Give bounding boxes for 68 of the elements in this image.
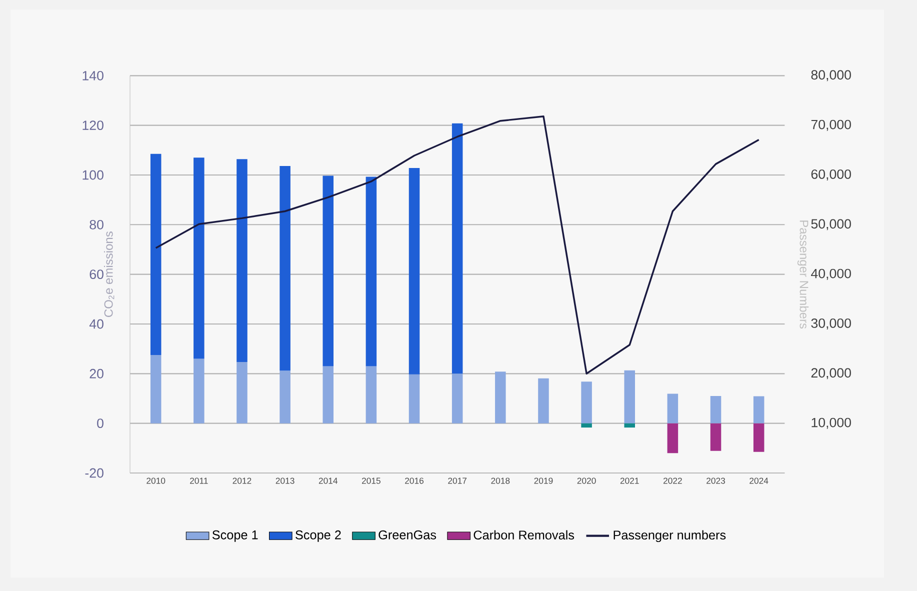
y-tick-label: 80 bbox=[90, 220, 104, 230]
x-tick-label: 2020 bbox=[577, 478, 596, 484]
bar bbox=[452, 374, 463, 424]
y2-tick-label: 80,000 bbox=[811, 70, 851, 82]
y2-tick-label: 50,000 bbox=[811, 219, 851, 230]
bar bbox=[581, 423, 592, 428]
x-tick-label: 2016 bbox=[405, 478, 424, 484]
y-tick-label: 100 bbox=[82, 170, 104, 180]
legend-label: GreenGas bbox=[378, 530, 436, 540]
bar bbox=[624, 423, 635, 428]
bar bbox=[624, 370, 635, 424]
x-tick-label: 2010 bbox=[146, 478, 166, 484]
x-tick-label: 2019 bbox=[534, 478, 553, 484]
bar bbox=[236, 362, 248, 424]
line-series bbox=[154, 116, 760, 375]
bar bbox=[581, 382, 592, 424]
x-tick-label: 2023 bbox=[706, 478, 726, 484]
bar bbox=[280, 370, 290, 424]
y2-tick-label: 30,000 bbox=[811, 318, 851, 330]
bar bbox=[322, 366, 334, 424]
bar bbox=[753, 423, 764, 452]
y-tick-label: 20 bbox=[90, 368, 104, 378]
bar bbox=[495, 372, 506, 424]
y-tick-label: 40 bbox=[89, 319, 104, 329]
bar bbox=[753, 396, 764, 424]
y-tick-label: 60 bbox=[90, 270, 104, 280]
bar bbox=[408, 168, 420, 374]
x-tick-label: 2017 bbox=[448, 478, 467, 484]
bar bbox=[194, 358, 204, 424]
bar bbox=[710, 423, 722, 451]
x-tick-label: 2013 bbox=[276, 478, 294, 484]
bar bbox=[366, 366, 377, 424]
x-tick-label: 2018 bbox=[491, 478, 510, 484]
y-tick-label: 140 bbox=[82, 70, 104, 80]
y2-tick-label: 20,000 bbox=[811, 368, 851, 380]
bar bbox=[408, 374, 420, 424]
x-tick-label: 2015 bbox=[362, 478, 380, 484]
x-tick-label: 2011 bbox=[190, 478, 208, 484]
y-tick-label: -20 bbox=[85, 468, 104, 478]
bar bbox=[150, 154, 162, 356]
x-tick-label: 2022 bbox=[663, 478, 682, 484]
legend-label: Scope 2 bbox=[296, 530, 341, 542]
bar bbox=[538, 378, 549, 424]
y2-axis-title: Passenger Numbers bbox=[797, 220, 809, 329]
x-tick-label: 2024 bbox=[750, 478, 768, 484]
x-tick-label: 2014 bbox=[318, 478, 338, 484]
bar bbox=[667, 394, 678, 424]
bar bbox=[236, 159, 248, 362]
x-tick-label: 2021 bbox=[620, 478, 639, 484]
bar bbox=[366, 176, 377, 366]
legend-label: Scope 1 bbox=[212, 530, 258, 542]
y2-tick-label: 60,000 bbox=[811, 169, 851, 181]
y-axis-title: CO$_{2}$e emissions bbox=[104, 232, 114, 317]
bar bbox=[322, 176, 334, 366]
bar bbox=[667, 423, 678, 454]
x-tick-label: 2012 bbox=[232, 478, 252, 484]
y2-tick-label: 40,000 bbox=[811, 268, 851, 280]
bar bbox=[710, 396, 722, 424]
y2-tick-label: 10,000 bbox=[812, 418, 851, 429]
bar bbox=[194, 158, 204, 359]
bar bbox=[452, 123, 463, 374]
y-tick-label: 0 bbox=[97, 418, 104, 428]
y-tick-label: 120 bbox=[82, 120, 104, 130]
bar bbox=[150, 355, 162, 424]
legend-label: Carbon Removals bbox=[474, 530, 574, 540]
legend-label: Passenger numbers bbox=[614, 530, 726, 542]
y2-tick-label: 70,000 bbox=[811, 120, 851, 131]
bar bbox=[280, 166, 290, 371]
